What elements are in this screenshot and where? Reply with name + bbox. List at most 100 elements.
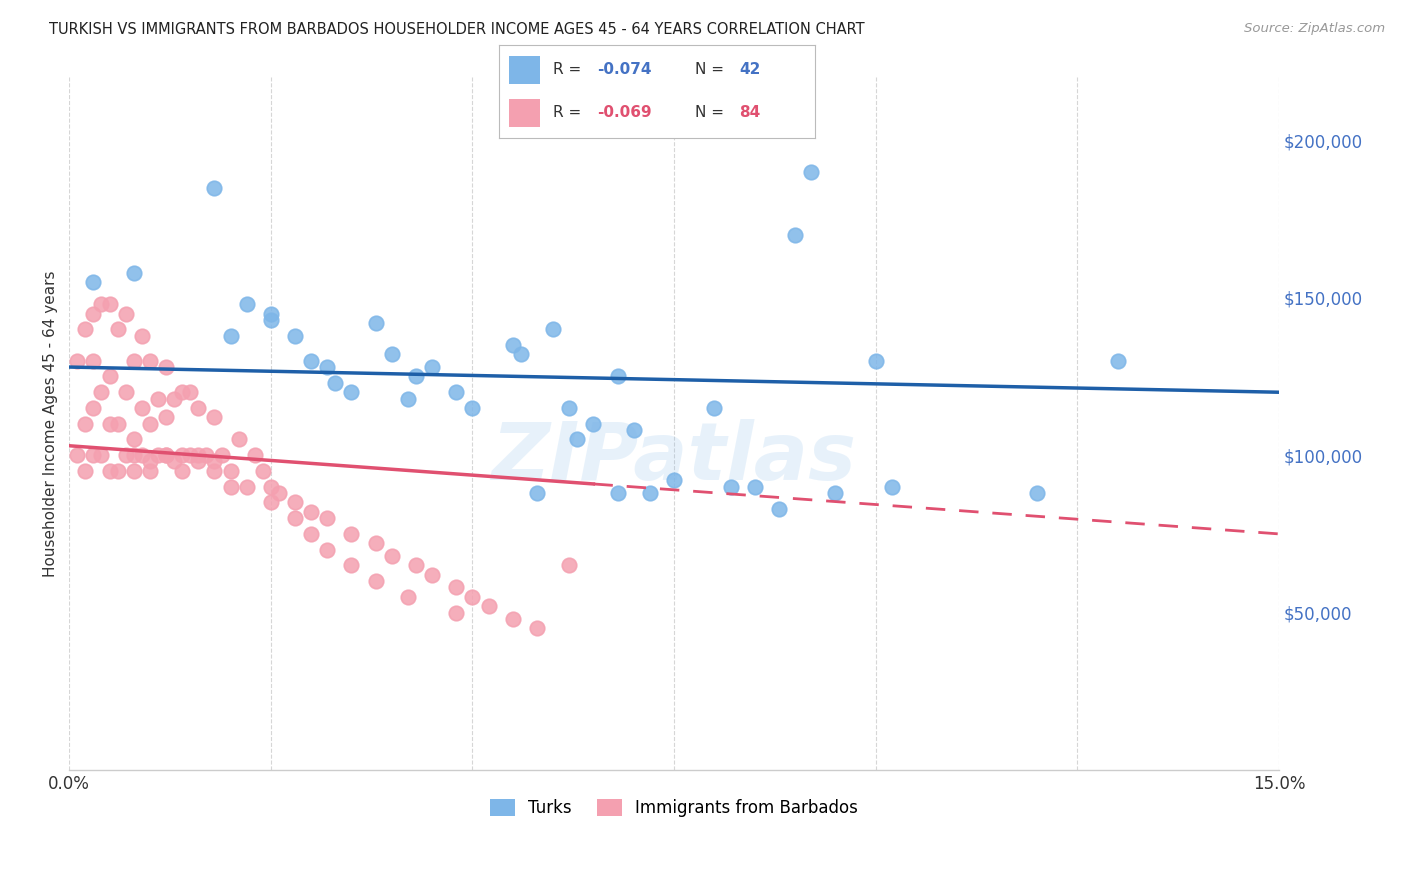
Point bbox=[66, 353, 89, 368]
Point bbox=[1107, 353, 1129, 368]
Text: R =: R = bbox=[553, 62, 586, 78]
Point bbox=[381, 347, 404, 361]
Point bbox=[98, 297, 121, 311]
Bar bbox=[509, 56, 540, 84]
Point bbox=[139, 353, 162, 368]
Point bbox=[202, 464, 225, 478]
Point bbox=[703, 401, 725, 415]
Point bbox=[139, 464, 162, 478]
Point bbox=[187, 401, 209, 415]
Point bbox=[606, 486, 628, 500]
Point bbox=[179, 385, 201, 400]
Point bbox=[364, 574, 387, 588]
Point bbox=[114, 385, 136, 400]
Point bbox=[567, 433, 589, 447]
Point bbox=[260, 495, 283, 509]
Point bbox=[195, 448, 218, 462]
Text: ZIPatlas: ZIPatlas bbox=[492, 419, 856, 498]
Point bbox=[381, 549, 404, 563]
Point bbox=[638, 486, 661, 500]
Text: 42: 42 bbox=[740, 62, 761, 78]
Point bbox=[235, 480, 257, 494]
Point bbox=[606, 369, 628, 384]
Point bbox=[1026, 486, 1049, 500]
Point bbox=[114, 448, 136, 462]
Point bbox=[396, 590, 419, 604]
Point bbox=[98, 464, 121, 478]
Bar bbox=[509, 99, 540, 127]
Point bbox=[405, 558, 427, 573]
Point bbox=[131, 448, 153, 462]
Point bbox=[558, 401, 581, 415]
Text: 84: 84 bbox=[740, 105, 761, 120]
Point bbox=[260, 480, 283, 494]
Point bbox=[260, 307, 283, 321]
Y-axis label: Householder Income Ages 45 - 64 years: Householder Income Ages 45 - 64 years bbox=[44, 270, 58, 577]
Point bbox=[219, 480, 242, 494]
Point bbox=[768, 501, 790, 516]
Point bbox=[783, 227, 806, 242]
Point bbox=[228, 433, 250, 447]
Point bbox=[114, 307, 136, 321]
Point bbox=[98, 417, 121, 431]
Point bbox=[243, 448, 266, 462]
Point bbox=[865, 353, 887, 368]
Point bbox=[75, 322, 97, 336]
Point bbox=[82, 353, 104, 368]
Point bbox=[509, 347, 531, 361]
Point bbox=[155, 359, 177, 374]
Text: TURKISH VS IMMIGRANTS FROM BARBADOS HOUSEHOLDER INCOME AGES 45 - 64 YEARS CORREL: TURKISH VS IMMIGRANTS FROM BARBADOS HOUS… bbox=[49, 22, 865, 37]
Point bbox=[155, 448, 177, 462]
Point bbox=[446, 385, 468, 400]
Point bbox=[90, 385, 112, 400]
Point bbox=[558, 558, 581, 573]
Point bbox=[260, 313, 283, 327]
Point bbox=[502, 338, 524, 352]
Legend: Turks, Immigrants from Barbados: Turks, Immigrants from Barbados bbox=[484, 792, 865, 824]
Point bbox=[880, 480, 903, 494]
Point bbox=[122, 353, 145, 368]
Point bbox=[139, 417, 162, 431]
Text: N =: N = bbox=[695, 105, 730, 120]
Point bbox=[420, 567, 443, 582]
Point bbox=[163, 392, 186, 406]
Point bbox=[146, 448, 169, 462]
Point bbox=[139, 454, 162, 468]
Point bbox=[172, 464, 194, 478]
Text: N =: N = bbox=[695, 62, 730, 78]
Point bbox=[405, 369, 427, 384]
Point bbox=[461, 590, 484, 604]
Point bbox=[541, 322, 564, 336]
Point bbox=[461, 401, 484, 415]
Point bbox=[219, 464, 242, 478]
Point bbox=[364, 316, 387, 330]
Point bbox=[122, 433, 145, 447]
Text: R =: R = bbox=[553, 105, 586, 120]
Point bbox=[155, 410, 177, 425]
Point bbox=[299, 353, 322, 368]
Point bbox=[662, 474, 685, 488]
Point bbox=[582, 417, 605, 431]
Point bbox=[163, 454, 186, 468]
Point bbox=[284, 328, 307, 343]
Point bbox=[122, 448, 145, 462]
Point bbox=[623, 423, 645, 437]
Point bbox=[172, 385, 194, 400]
Point bbox=[316, 511, 339, 525]
Point bbox=[340, 385, 363, 400]
Point bbox=[526, 486, 548, 500]
Point bbox=[202, 454, 225, 468]
Point bbox=[396, 392, 419, 406]
Text: -0.074: -0.074 bbox=[598, 62, 652, 78]
Point bbox=[107, 417, 129, 431]
Point bbox=[267, 486, 290, 500]
Point bbox=[299, 527, 322, 541]
Point bbox=[82, 448, 104, 462]
Point bbox=[744, 480, 766, 494]
Point bbox=[90, 448, 112, 462]
Point bbox=[299, 505, 322, 519]
Point bbox=[340, 558, 363, 573]
Point bbox=[219, 328, 242, 343]
Point bbox=[66, 448, 89, 462]
Point bbox=[502, 612, 524, 626]
